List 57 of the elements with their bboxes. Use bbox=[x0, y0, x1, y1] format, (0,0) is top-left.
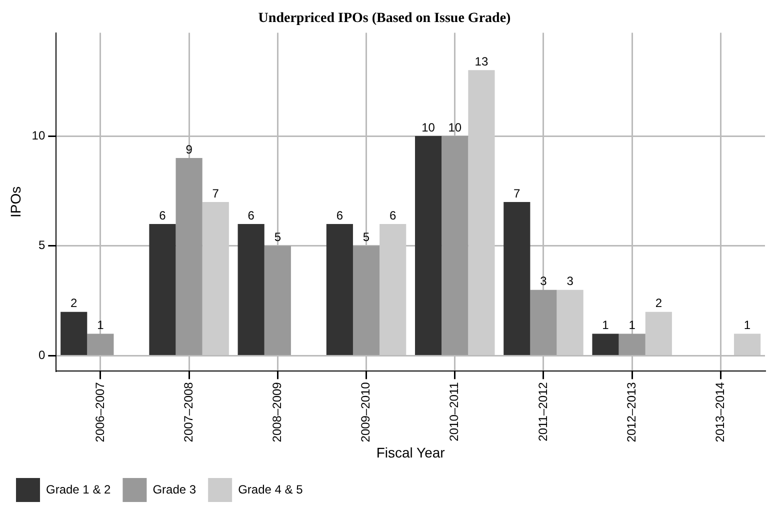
data-label: 2 bbox=[70, 296, 78, 310]
data-label: 7 bbox=[212, 186, 220, 200]
data-label: 9 bbox=[186, 142, 193, 156]
data-label: 6 bbox=[390, 208, 397, 222]
x-tick-label: 2010–2011 bbox=[447, 382, 462, 442]
data-label: 6 bbox=[336, 208, 344, 222]
bar bbox=[149, 224, 176, 356]
bar bbox=[734, 334, 761, 356]
bar bbox=[264, 246, 291, 356]
x-tick-label: 2008–2009 bbox=[270, 382, 284, 442]
bar bbox=[326, 224, 353, 356]
bar bbox=[380, 224, 406, 356]
data-label: 6 bbox=[159, 208, 166, 222]
bar bbox=[556, 290, 584, 356]
bar bbox=[468, 70, 495, 356]
bar bbox=[87, 334, 114, 356]
data-label: 1 bbox=[602, 318, 610, 332]
y-tick-label: 0 bbox=[38, 348, 46, 362]
bar bbox=[202, 202, 229, 356]
x-tick-label: 2013–2014 bbox=[713, 382, 728, 442]
data-label: 1 bbox=[97, 318, 104, 332]
data-label: 10 bbox=[448, 120, 462, 134]
bar bbox=[415, 136, 442, 356]
bar bbox=[592, 334, 619, 356]
x-tick-label: 2007–2008 bbox=[181, 382, 196, 442]
bar bbox=[645, 312, 672, 356]
x-tick-label: 2012–2013 bbox=[624, 382, 638, 442]
bar bbox=[530, 290, 557, 356]
y-tick-label: 10 bbox=[32, 128, 46, 142]
bar bbox=[442, 136, 468, 356]
bar bbox=[504, 202, 530, 356]
bar bbox=[352, 246, 380, 356]
x-tick-label: 2006–2007 bbox=[92, 382, 107, 442]
x-tick-label: 2011–2012 bbox=[536, 382, 550, 442]
data-label: 13 bbox=[474, 54, 488, 68]
bar bbox=[618, 334, 646, 356]
y-tick-label: 5 bbox=[38, 238, 46, 252]
data-label: 2 bbox=[655, 296, 662, 310]
bar bbox=[176, 158, 202, 356]
x-axis-title: Fiscal Year bbox=[376, 444, 446, 460]
data-label: 1 bbox=[628, 318, 636, 332]
data-label: 3 bbox=[540, 274, 548, 288]
bar bbox=[238, 224, 264, 356]
legend-label: Grade 1 & 2 bbox=[46, 482, 112, 496]
data-label: 10 bbox=[422, 120, 436, 134]
data-label: 5 bbox=[274, 230, 282, 244]
bar bbox=[60, 312, 88, 356]
legend-label: Grade 3 bbox=[152, 482, 196, 496]
data-label: 6 bbox=[248, 208, 255, 222]
data-label: 7 bbox=[514, 186, 521, 200]
x-tick-label: 2009–2010 bbox=[358, 382, 373, 442]
legend-label: Grade 4 & 5 bbox=[238, 482, 304, 496]
data-label: 1 bbox=[744, 318, 751, 332]
data-label: 5 bbox=[362, 230, 370, 244]
y-axis-title: IPOs bbox=[7, 186, 24, 218]
data-label: 3 bbox=[566, 274, 574, 288]
chart-title: Underpriced IPOs (Based on Issue Grade) bbox=[258, 11, 512, 26]
